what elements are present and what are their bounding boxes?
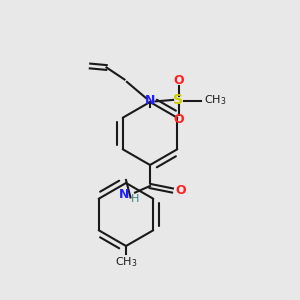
Text: O: O	[176, 184, 186, 197]
Text: N: N	[145, 94, 155, 107]
Text: N: N	[118, 188, 129, 202]
Text: CH$_3$: CH$_3$	[204, 94, 226, 107]
Text: S: S	[173, 94, 184, 107]
Text: O: O	[173, 74, 184, 88]
Text: CH$_3$: CH$_3$	[115, 255, 137, 269]
Text: H: H	[130, 194, 139, 205]
Text: O: O	[173, 113, 184, 127]
